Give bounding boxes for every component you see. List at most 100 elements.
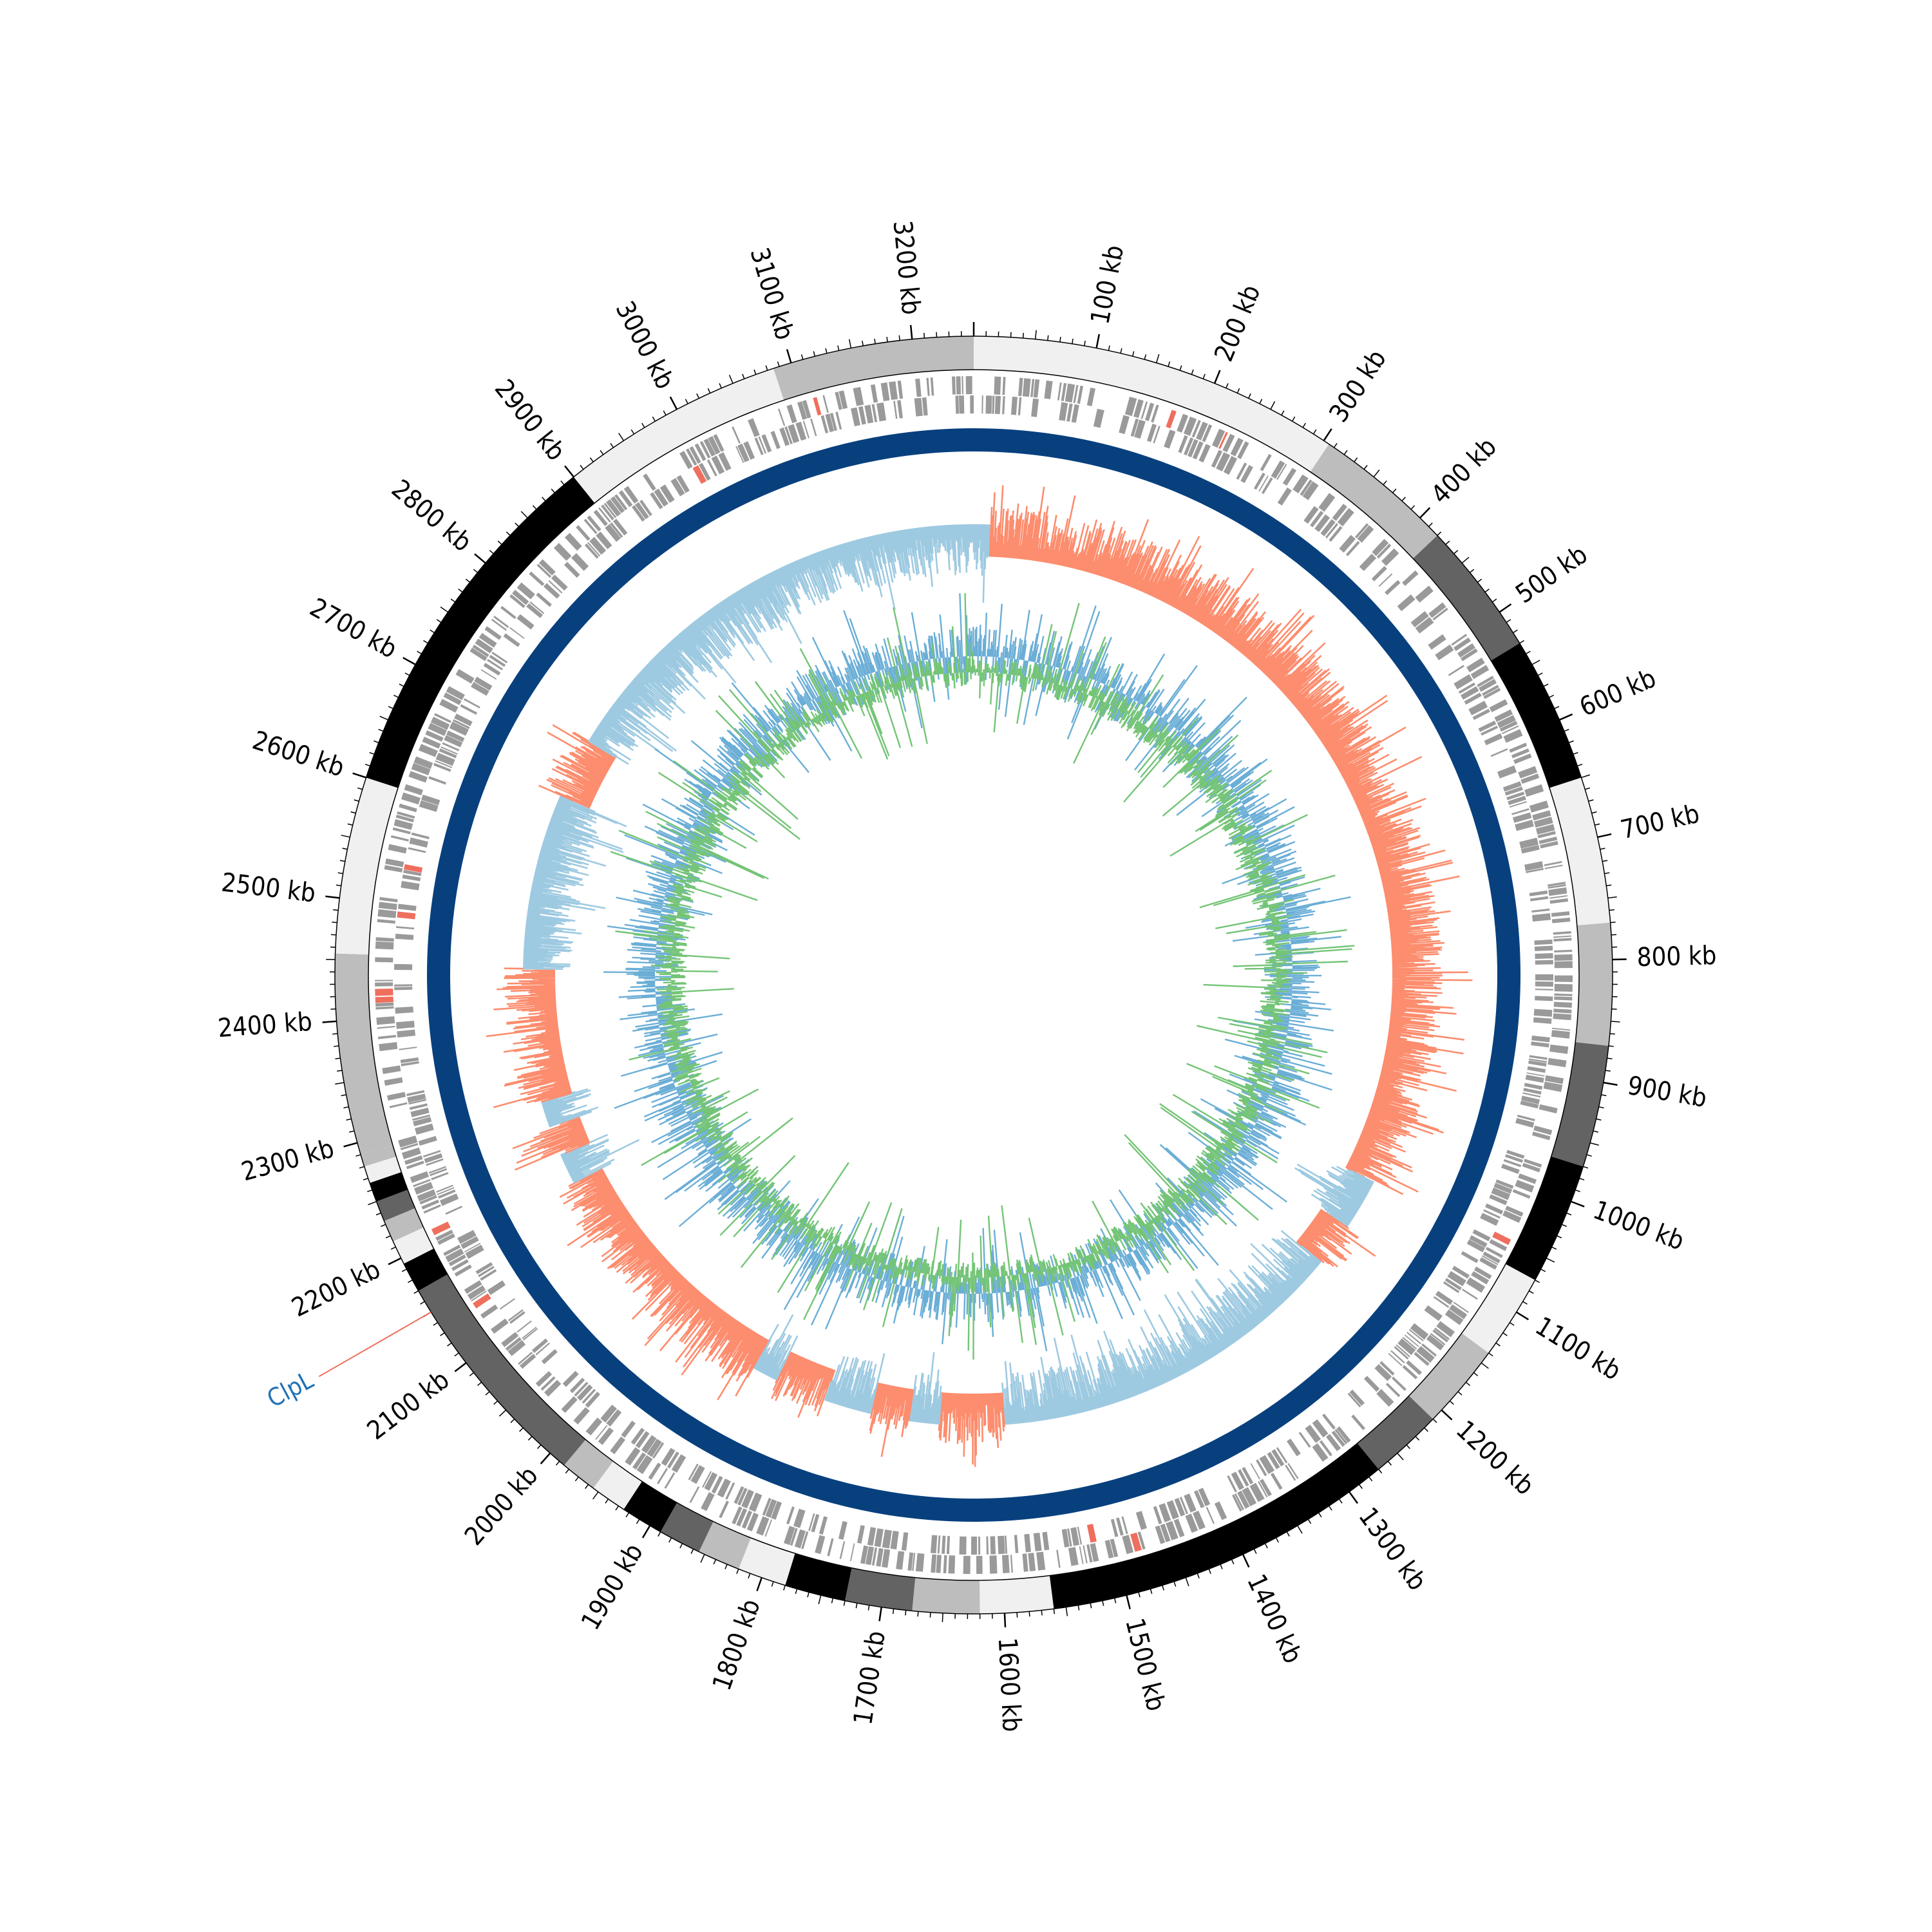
contig-block-15 <box>785 1553 852 1601</box>
contig-block-2 <box>1413 535 1520 661</box>
cds-feature <box>797 401 808 421</box>
cds-feature <box>400 1057 419 1063</box>
cds-feature <box>1482 685 1499 696</box>
minor-tick <box>1297 1525 1303 1534</box>
minor-tick <box>837 345 840 351</box>
cds-feature <box>587 515 601 532</box>
cds-feature <box>786 1506 795 1524</box>
cds-feature <box>1444 1278 1462 1291</box>
minor-tick <box>592 1492 599 1500</box>
cds-feature <box>876 402 887 422</box>
cds-feature <box>401 1147 421 1160</box>
cds-feature <box>1522 1092 1541 1098</box>
cds-feature <box>1483 1209 1501 1219</box>
cds-feature <box>1524 784 1544 797</box>
cds-feature <box>562 1370 579 1387</box>
minor-tick <box>332 922 337 923</box>
cds-feature <box>401 880 420 891</box>
cds-feature <box>375 1006 394 1010</box>
cds-feature <box>1028 1553 1036 1571</box>
cds-feature <box>393 819 413 830</box>
cds-feature <box>571 553 589 571</box>
cds-feature <box>835 412 842 430</box>
minor-tick <box>1155 354 1160 363</box>
minor-tick <box>1531 659 1540 665</box>
minor-tick <box>1449 1400 1454 1405</box>
cds-feature <box>457 1229 477 1244</box>
minor-tick <box>1338 1499 1343 1504</box>
cds-feature <box>1066 403 1073 422</box>
minor-tick <box>1502 1332 1508 1336</box>
cds-feature <box>1443 1281 1460 1293</box>
cds-feature <box>1553 938 1572 942</box>
cds-feature <box>411 832 430 840</box>
tick-label-9: 900 kb <box>1625 1071 1709 1113</box>
minor-tick <box>1549 694 1554 698</box>
cds-feature <box>1511 808 1530 815</box>
cds-feature <box>540 1376 556 1391</box>
cds-feature <box>452 719 470 729</box>
cds-feature <box>701 1492 715 1511</box>
minor-tick <box>1602 860 1608 862</box>
cds-feature <box>509 594 526 609</box>
cds-feature <box>605 524 621 542</box>
cds-feature <box>583 518 598 535</box>
backbone-ring <box>427 428 1520 1522</box>
minor-tick <box>630 429 635 435</box>
cds-feature <box>1531 908 1550 913</box>
cds-feature <box>1461 1288 1478 1300</box>
minor-tick <box>381 1224 386 1227</box>
tick-label-7: 700 kb <box>1618 799 1702 846</box>
cds-feature <box>1312 1443 1329 1462</box>
cds-feature <box>1385 580 1401 595</box>
minor-tick <box>724 1564 728 1569</box>
cds-feature <box>424 1153 443 1164</box>
cds-feature <box>989 1555 998 1574</box>
cds-feature <box>378 902 397 911</box>
cds-feature <box>688 1463 699 1481</box>
cds-feature <box>1525 867 1544 873</box>
cds-feature <box>516 1320 532 1333</box>
cds-feature <box>650 492 663 509</box>
cds-feature <box>585 1417 603 1436</box>
cds-feature <box>1551 1030 1570 1039</box>
cds-feature <box>1044 380 1053 399</box>
cds-feature <box>1086 1524 1097 1543</box>
minor-tick <box>1312 429 1317 435</box>
minor-tick <box>1596 1118 1602 1121</box>
cds-feature <box>421 1199 440 1210</box>
cds-feature <box>853 386 864 406</box>
cds-feature <box>612 518 628 536</box>
cds-feature <box>523 1328 538 1341</box>
tick-label-13: 1300 kb <box>1352 1502 1432 1596</box>
cds-feature <box>1528 1060 1547 1067</box>
cds-feature <box>1424 1305 1443 1321</box>
cds-feature <box>1077 1526 1083 1545</box>
minor-tick <box>1461 556 1470 564</box>
major-tick <box>1126 1595 1131 1609</box>
cds-feature <box>784 426 793 444</box>
cds-feature <box>1230 437 1244 457</box>
tick-label-30: 3000 kb <box>610 296 680 393</box>
major-tick <box>564 465 574 478</box>
cds-feature <box>734 1486 744 1504</box>
minor-tick <box>551 488 555 493</box>
contig-block-13 <box>912 1577 980 1614</box>
cds-feature <box>395 1021 415 1029</box>
cds-feature <box>480 1269 497 1281</box>
minor-tick <box>1329 1506 1332 1511</box>
cds-feature <box>1481 725 1499 736</box>
minor-tick <box>1465 1381 1470 1387</box>
minor-tick <box>1457 1391 1463 1396</box>
cds-feature <box>1287 1438 1301 1457</box>
minor-tick <box>1607 896 1617 899</box>
cds-feature <box>1166 410 1177 429</box>
contig-block-9 <box>1408 1333 1489 1419</box>
minor-tick <box>1473 1372 1479 1376</box>
cds-feature <box>1318 493 1336 512</box>
cds-feature <box>1415 585 1434 603</box>
minor-tick <box>458 588 463 592</box>
cds-feature <box>1184 437 1194 456</box>
cds-feature <box>375 982 393 987</box>
cds-feature <box>435 752 455 766</box>
